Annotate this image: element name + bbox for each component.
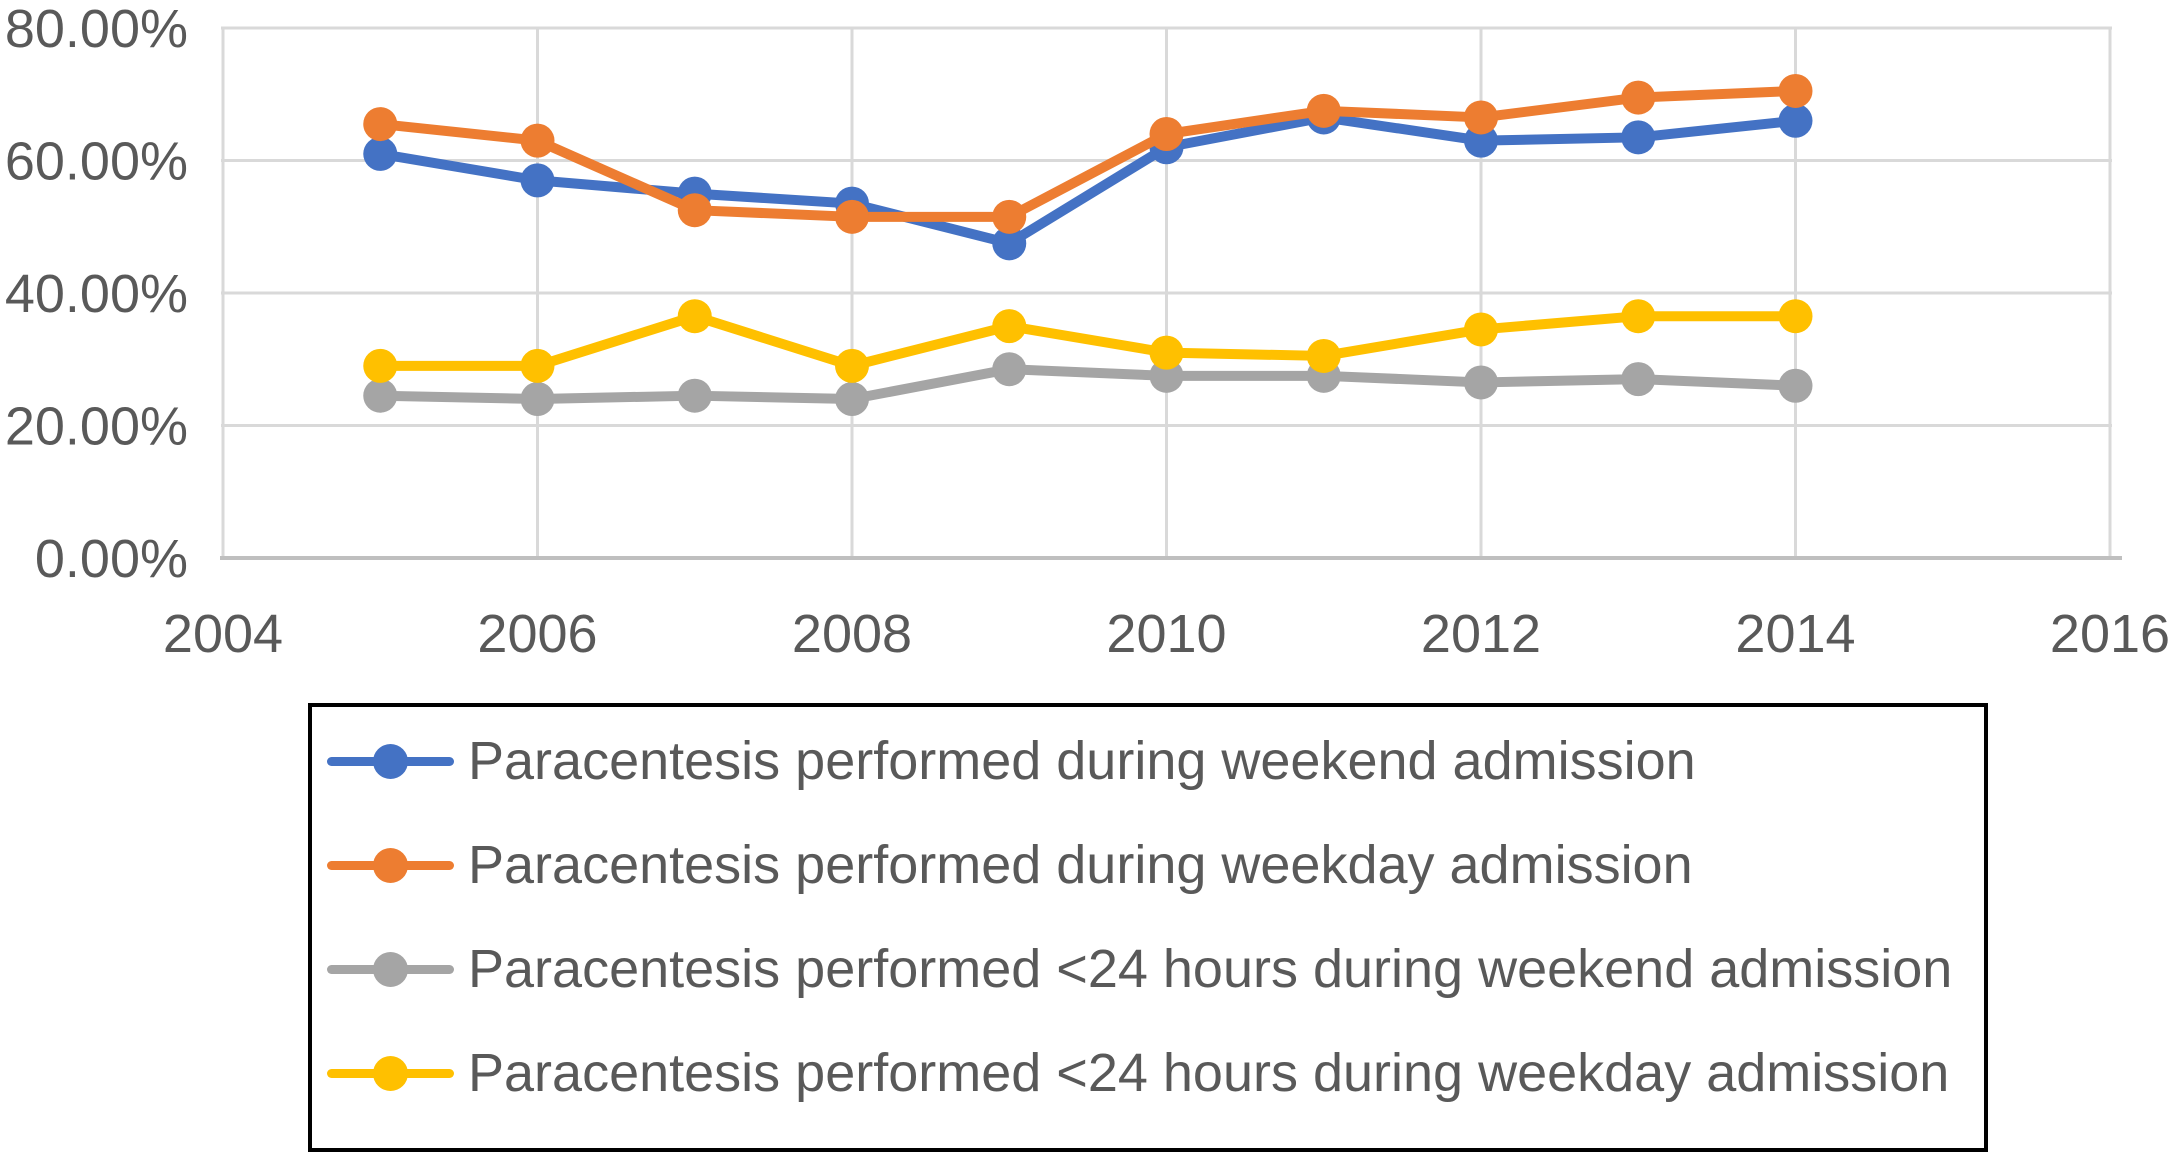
y-axis-tick-label: 20.00% bbox=[5, 397, 188, 457]
series-marker-weekday-admission bbox=[1464, 100, 1498, 135]
legend-label: Paracentesis performed during weekday ad… bbox=[468, 835, 1693, 895]
series-marker-weekend-admission bbox=[520, 163, 555, 198]
series-marker-under-24h-weekend-admission bbox=[677, 378, 712, 413]
series-line-weekday-admission bbox=[375, 85, 1801, 222]
series-marker-under-24h-weekend-admission bbox=[835, 382, 869, 416]
legend-label: Paracentesis performed during weekend ad… bbox=[468, 731, 1696, 791]
legend-item-under-24h-weekend-admission: Paracentesis performed <24 hours during … bbox=[312, 917, 1984, 1021]
series-line-under-24h-weekday-admission bbox=[375, 311, 1801, 371]
legend-marker-dot bbox=[373, 847, 408, 883]
x-axis-tick-label: 2010 bbox=[1106, 604, 1226, 664]
series-marker-under-24h-weekday-admission bbox=[520, 348, 555, 383]
series-marker-under-24h-weekend-admission bbox=[363, 378, 398, 413]
series-marker-under-24h-weekend-admission bbox=[992, 352, 1027, 387]
legend-marker-line bbox=[327, 743, 454, 779]
legend-marker-dot bbox=[373, 951, 408, 987]
series-marker-weekend-admission bbox=[992, 226, 1027, 261]
x-axis-tick-label: 2014 bbox=[1735, 604, 1855, 664]
series-marker-weekend-admission bbox=[1621, 120, 1656, 155]
series-marker-under-24h-weekday-admission bbox=[992, 309, 1027, 344]
y-axis-tick-label: 60.00% bbox=[5, 132, 188, 192]
series-marker-under-24h-weekday-admission bbox=[1306, 338, 1341, 373]
x-axis-tick-label: 2016 bbox=[2050, 604, 2170, 664]
legend-label: Paracentesis performed <24 hours during … bbox=[468, 939, 1953, 999]
series-marker-under-24h-weekend-admission bbox=[520, 382, 555, 416]
series-marker-weekend-admission bbox=[1778, 103, 1813, 138]
x-axis-tick-label: 2008 bbox=[792, 604, 912, 664]
legend: Paracentesis performed during weekend ad… bbox=[308, 703, 1988, 1152]
x-axis-tick-label: 2004 bbox=[163, 604, 283, 664]
y-axis-tick-label: 80.00% bbox=[5, 0, 188, 59]
series-marker-under-24h-weekend-admission bbox=[1778, 368, 1813, 403]
legend-marker-dot bbox=[373, 743, 408, 779]
series-marker-weekday-admission bbox=[1778, 73, 1813, 108]
series-marker-under-24h-weekday-admission bbox=[1464, 312, 1498, 347]
x-axis-tick-label: 2012 bbox=[1421, 604, 1541, 664]
legend-marker-line bbox=[327, 951, 454, 987]
series-marker-weekday-admission bbox=[1306, 93, 1341, 128]
line-chart-canvas: 80.00% 60.00% 40.00% 20.00% 0.00% 2004 2006 200… bbox=[5, 0, 2170, 664]
series-marker-under-24h-weekday-admission bbox=[1149, 335, 1184, 370]
legend-marker-line bbox=[327, 1055, 454, 1091]
y-axis-tick-label: 40.00% bbox=[5, 264, 188, 324]
series-marker-weekday-admission bbox=[520, 123, 555, 158]
series-marker-weekend-admission bbox=[363, 136, 398, 171]
series-line-under-24h-weekend-admission bbox=[375, 364, 1801, 404]
legend-item-weekday-admission: Paracentesis performed during weekday ad… bbox=[312, 813, 1984, 917]
series-marker-under-24h-weekend-admission bbox=[1621, 362, 1656, 397]
legend-marker-dot bbox=[373, 1055, 408, 1091]
series-marker-under-24h-weekday-admission bbox=[1778, 299, 1813, 334]
series-marker-weekday-admission bbox=[992, 199, 1027, 234]
series-marker-weekday-admission bbox=[677, 193, 712, 228]
series-marker-weekday-admission bbox=[835, 199, 869, 234]
legend-item-weekend-admission: Paracentesis performed during weekend ad… bbox=[312, 709, 1984, 813]
series-marker-under-24h-weekday-admission bbox=[835, 348, 869, 383]
y-axis-tick-label: 0.00% bbox=[35, 529, 188, 589]
series-marker-weekday-admission bbox=[1149, 117, 1184, 151]
legend-item-under-24h-weekday-admission: Paracentesis performed <24 hours during … bbox=[312, 1021, 1984, 1125]
legend-label: Paracentesis performed <24 hours during … bbox=[468, 1043, 1950, 1103]
legend-marker-line bbox=[327, 847, 454, 883]
series-marker-weekday-admission bbox=[363, 107, 398, 142]
series-marker-under-24h-weekday-admission bbox=[363, 348, 398, 383]
series-marker-under-24h-weekday-admission bbox=[677, 299, 712, 334]
x-axis-tick-label: 2006 bbox=[477, 604, 597, 664]
series-marker-under-24h-weekday-admission bbox=[1621, 299, 1656, 334]
series-marker-under-24h-weekend-admission bbox=[1464, 365, 1498, 400]
series-line-weekend-admission bbox=[375, 112, 1801, 249]
series-marker-weekday-admission bbox=[1621, 80, 1656, 115]
